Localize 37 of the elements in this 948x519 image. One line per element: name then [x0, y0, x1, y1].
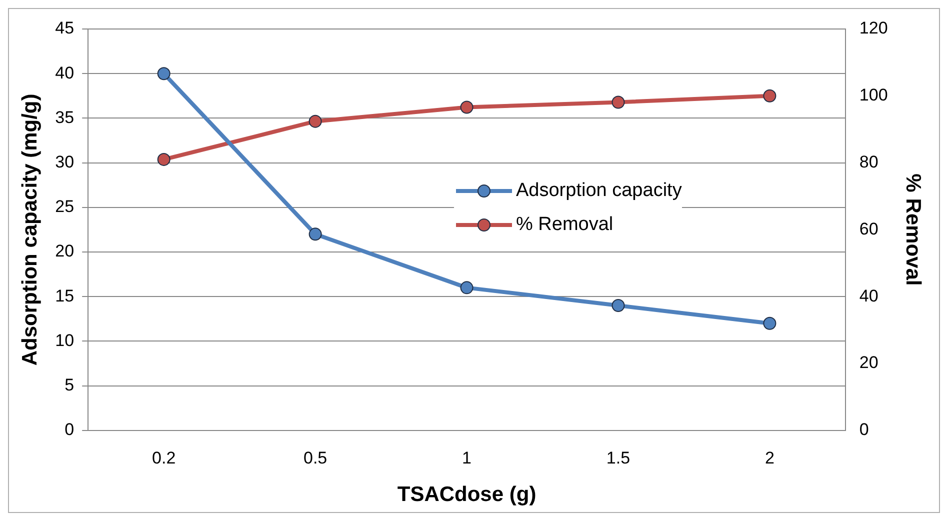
legend-label: % Removal	[516, 214, 614, 236]
x-tick-label: 2	[764, 448, 774, 468]
y-tick-label: 0	[64, 420, 74, 440]
y-tick-label: 15	[55, 286, 74, 306]
y2-tick-label: 100	[859, 86, 888, 105]
y2-tick-label: 60	[859, 219, 878, 238]
point	[460, 281, 474, 294]
x-tick-label: 0.5	[303, 448, 328, 468]
point	[460, 100, 474, 114]
x-tick-label: 1.5	[606, 448, 630, 468]
point	[612, 96, 625, 109]
y2-tick-label: 20	[859, 353, 878, 372]
x-tick-label: 0.2	[152, 448, 176, 468]
point	[612, 299, 625, 312]
y-axis-title: Adsorption capacity (mg/g)	[18, 94, 42, 366]
y-tick-label: 10	[55, 330, 74, 350]
point	[308, 228, 322, 241]
y-tick-label: 5	[64, 375, 74, 394]
point	[157, 152, 170, 166]
y2-tick-label: 40	[859, 286, 878, 306]
point	[763, 316, 776, 330]
y-tick-label: 45	[55, 18, 74, 38]
y2-axis-title: % Removal	[902, 174, 925, 286]
y-tick-label: 40	[55, 63, 74, 82]
y-tick-label: 35	[55, 108, 74, 127]
point	[308, 114, 322, 128]
y-tick-label: 30	[55, 152, 74, 172]
x-axis-title: TSACdose (g)	[397, 483, 536, 506]
y2-tick-label: 0	[859, 420, 869, 440]
point	[763, 89, 776, 102]
legend-label: Adsorption capacity	[516, 180, 682, 202]
y2-tick-label: 80	[859, 152, 878, 172]
y-tick-label: 20	[55, 242, 74, 261]
point	[157, 67, 170, 80]
y2-tick-label: 120	[859, 18, 888, 38]
y-tick-label: 25	[55, 197, 74, 216]
x-tick-label: 1	[462, 448, 472, 468]
